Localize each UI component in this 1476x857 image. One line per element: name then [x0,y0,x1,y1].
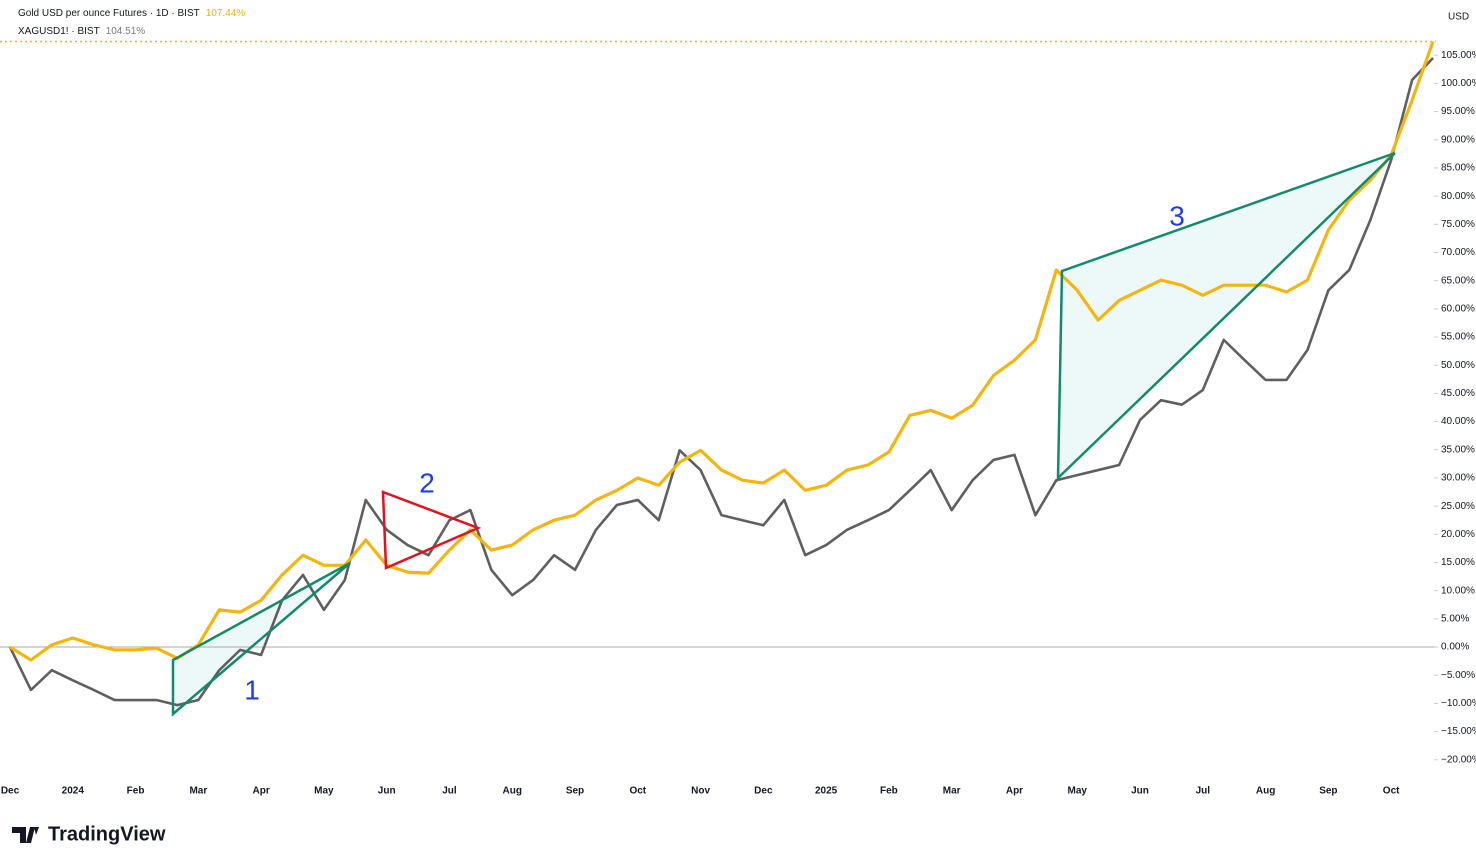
x-tick-label: Apr [1006,786,1023,797]
x-tick-label: Dec [1,786,20,797]
y-tick-label: −10.00% [1441,698,1476,709]
y-tick-label: −5.00% [1441,670,1475,681]
watermark: TradingView [48,823,166,845]
y-tick-label: 25.00% [1441,501,1475,512]
pattern-2 [381,490,482,570]
x-tick-label: Dec [754,786,773,797]
y-tick-label: 0.00% [1441,642,1469,653]
series-line [9,40,1435,662]
x-tick-label: Feb [127,786,145,797]
annotation: 3 [1169,200,1185,231]
x-tick-label: Jul [442,786,457,797]
x-tick-label: Jun [1131,786,1149,797]
x-tick-label: Apr [253,786,270,797]
x-tick-label: Mar [943,786,961,797]
y-tick-label: 55.00% [1441,332,1475,343]
y-tick-label: 50.00% [1441,360,1475,371]
x-tick-label: Mar [189,786,207,797]
x-tick-label: Aug [503,786,522,797]
x-tick-label: Jun [378,786,396,797]
logo-icon [12,827,39,843]
y-tick-label: 15.00% [1441,557,1475,568]
y-tick-label: 85.00% [1441,163,1475,174]
x-tick-label: Nov [691,786,710,797]
y-tick-label: 65.00% [1441,275,1475,286]
logo: TradingView [12,823,166,845]
y-tick-label: 45.00% [1441,388,1475,399]
x-tick-label: Feb [880,786,898,797]
x-tick-label: 2024 [62,786,85,797]
y-tick-label: 20.00% [1441,529,1475,540]
legend-value: 104.51% [106,26,146,37]
legend-entry: XAGUSD1! · BIST 104.51% [18,26,145,37]
drawings [171,151,1396,717]
x-tick-label: Sep [1319,786,1337,797]
y-tick-label: 10.00% [1441,585,1475,596]
legend-entry: Gold USD per ounce Futures · 1D · BIST 10… [18,8,245,19]
y-tick-label: 5.00% [1441,614,1469,625]
y-tick-label: 35.00% [1441,444,1475,455]
x-tick-label: Jul [1196,786,1211,797]
axis-label: USD [1448,12,1469,23]
y-tick-label: 75.00% [1441,219,1475,230]
x-tick-label: Oct [1383,786,1400,797]
x-tick-label: May [314,786,334,797]
y-tick-label: 80.00% [1441,191,1475,202]
x-tick-label: Oct [629,786,646,797]
y-tick-label: −15.00% [1441,726,1476,737]
legend-name: XAGUSD1! · BIST [18,26,100,37]
x-tick-label: May [1068,786,1088,797]
y-tick-label: 100.00% [1441,78,1476,89]
y-tick-label: 90.00% [1441,134,1475,145]
y-tick-label: 40.00% [1441,416,1475,427]
legend-value: 107.44% [206,8,246,19]
x-tick-label: 2025 [815,786,838,797]
y-tick-label: 60.00% [1441,304,1475,315]
y-tick-label: 30.00% [1441,473,1475,484]
annotation: 1 [244,674,260,705]
y-tick-label: −20.00% [1441,754,1476,765]
pattern-1 [171,561,351,717]
annotation: 2 [419,467,435,498]
y-tick-label: 70.00% [1441,247,1475,258]
pattern-3 [1056,151,1396,481]
x-tick-label: Sep [566,786,584,797]
legend-name: Gold USD per ounce Futures · 1D · BIST [18,8,200,19]
y-tick-label: 105.00% [1441,50,1476,61]
y-tick-label: 95.00% [1441,106,1475,117]
x-tick-label: Aug [1256,786,1275,797]
